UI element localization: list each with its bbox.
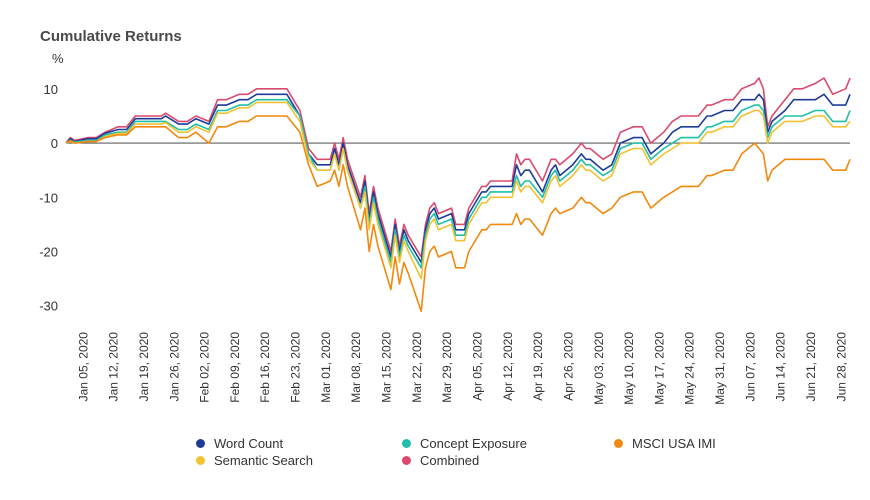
legend-label: Combined [420, 453, 480, 468]
series-line-semantic-search [65, 101, 851, 280]
y-tick-label: -10 [39, 190, 58, 205]
legend-swatch [402, 439, 411, 448]
legend-swatch [196, 456, 205, 465]
series-line-combined [65, 77, 851, 258]
x-axis-ticks: Jan 05, 2020 Jan 12, 2020 Jan 19, 2020 Jan … [76, 332, 848, 405]
y-tick-label: 0 [51, 136, 58, 151]
x-tick-label: Jun 28, 2020 [834, 332, 848, 402]
legend-label: Concept Exposure [420, 436, 527, 451]
x-tick-label: Feb 09, 2020 [228, 332, 242, 403]
x-tick-label: Jun 07, 2020 [743, 332, 757, 402]
legend-label: MSCI USA IMI [632, 436, 716, 451]
x-tick-label: Feb 02, 2020 [198, 332, 212, 403]
legend-swatch [402, 456, 411, 465]
x-tick-label: Jan 12, 2020 [107, 332, 121, 402]
x-tick-label: Mar 29, 2020 [440, 332, 454, 403]
x-tick-label: Jan 26, 2020 [167, 332, 181, 402]
x-tick-label: May 10, 2020 [622, 332, 636, 405]
y-tick-label: -30 [39, 299, 58, 314]
legend-item-concept-exposure[interactable]: Concept Exposure [402, 436, 527, 451]
x-tick-label: Mar 08, 2020 [349, 332, 363, 403]
y-tick-label: -20 [39, 245, 58, 260]
x-tick-label: May 31, 2020 [713, 332, 727, 405]
x-tick-label: May 03, 2020 [592, 332, 606, 405]
legend-item-combined[interactable]: Combined [402, 453, 479, 468]
y-axis-ticks: -30 -20 -10 0 10 [39, 82, 58, 314]
legend-swatch [614, 439, 623, 448]
series-line-concept-exposure [65, 98, 851, 269]
y-tick-label: 10 [44, 82, 58, 97]
chart-title: Cumulative Returns [40, 28, 182, 45]
series-lines [65, 77, 851, 313]
y-axis-label: % [52, 51, 64, 66]
legend-item-semantic-search[interactable]: Semantic Search [196, 453, 313, 468]
legend-label: Semantic Search [214, 453, 313, 468]
x-tick-label: Apr 26, 2020 [561, 332, 575, 401]
legend-item-msci-usa-imi[interactable]: MSCI USA IMI [614, 436, 716, 451]
legend-label: Word Count [214, 436, 284, 451]
x-tick-label: Jan 19, 2020 [137, 332, 151, 402]
x-tick-label: Jun 14, 2020 [774, 332, 788, 402]
x-tick-label: Apr 12, 2020 [501, 332, 515, 401]
legend-swatch [196, 439, 205, 448]
x-tick-label: Apr 05, 2020 [470, 332, 484, 401]
x-tick-label: Mar 22, 2020 [410, 332, 424, 403]
series-line-word-count [65, 93, 851, 264]
x-tick-label: May 24, 2020 [683, 332, 697, 405]
x-tick-label: Apr 19, 2020 [531, 332, 545, 401]
x-tick-label: Jan 05, 2020 [76, 332, 90, 402]
legend-item-word-count[interactable]: Word Count [196, 436, 283, 451]
x-tick-label: Feb 23, 2020 [289, 332, 303, 403]
x-tick-label: May 17, 2020 [652, 332, 666, 405]
x-tick-label: Mar 01, 2020 [319, 332, 333, 403]
x-tick-label: Jun 21, 2020 [804, 332, 818, 402]
series-line-msci-usa-imi [65, 115, 851, 313]
x-tick-label: Mar 15, 2020 [380, 332, 394, 403]
x-tick-label: Feb 16, 2020 [258, 332, 272, 403]
